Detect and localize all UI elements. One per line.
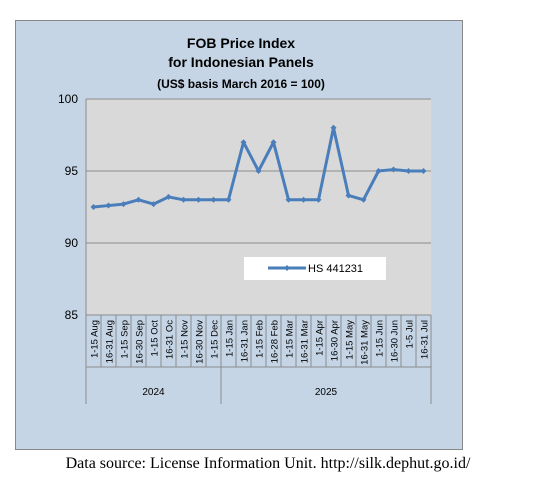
chart-title-line-1: FOB Price Index — [187, 35, 295, 51]
x-group-label: 2024 — [142, 387, 165, 398]
x-tick-label: 1-5 Jul — [405, 320, 416, 349]
data-point — [420, 168, 427, 174]
legend-marker — [284, 265, 290, 271]
data-point — [285, 196, 292, 203]
series-layer — [90, 124, 427, 210]
plot-area — [86, 99, 431, 315]
data-point — [345, 192, 352, 199]
x-tick-label: 16-31 May — [360, 320, 371, 365]
x-group-label: 2025 — [315, 387, 338, 398]
data-point — [105, 202, 112, 209]
x-tick-label: 16-30 Nov — [195, 320, 206, 364]
data-point — [300, 196, 307, 203]
y-tick-label: 90 — [65, 236, 79, 250]
data-point — [90, 204, 97, 210]
x-tick-label: 1-15 Jun — [375, 320, 386, 357]
x-tick-label: 16-31 Mar — [300, 320, 311, 363]
data-point — [240, 139, 247, 146]
x-tick-label: 16-31 Jan — [240, 320, 251, 362]
data-point — [255, 168, 262, 174]
x-tick-label: 16-31 Aug — [105, 320, 116, 363]
y-tick-label: 100 — [58, 92, 78, 106]
legend: HS 441231 — [244, 257, 386, 280]
x-tick-label: 1-15 Mar — [285, 320, 296, 358]
x-axis-ticks: 1-15 Aug 16-31 Aug 1-15 Sep 16-30 Sep 1-15 O… — [85, 314, 432, 404]
data-point — [135, 196, 142, 203]
data-point — [330, 124, 337, 131]
legend-entry-label: HS 441231 — [308, 263, 363, 275]
x-tick-label: 1-15 May — [345, 320, 356, 360]
x-tick-label: 16-30 Sep — [135, 320, 146, 364]
x-tick-label: 16-28 Feb — [270, 320, 281, 363]
x-tick-label: 16-31 Oc — [165, 320, 176, 359]
data-point — [405, 168, 412, 174]
data-point — [210, 196, 217, 203]
data-point — [180, 196, 187, 203]
data-point — [270, 139, 277, 146]
data-point — [195, 196, 202, 203]
x-tick-label: 1-15 Sep — [120, 320, 131, 359]
x-tick-label: 1-15 Oct — [150, 320, 161, 357]
x-tick-label: 16-30 Apr — [330, 320, 341, 361]
data-point — [375, 168, 382, 174]
y-tick-label: 95 — [65, 164, 79, 178]
x-tick-label: 1-15 Dec — [210, 320, 221, 359]
data-source-note: Data source: License Information Unit. h… — [65, 455, 471, 472]
data-point — [150, 201, 157, 208]
x-tick-label: 1-15 Aug — [90, 320, 101, 358]
legend-box — [244, 257, 386, 280]
x-tick-label: 1-15 Nov — [180, 320, 191, 359]
data-point — [225, 196, 232, 203]
chart-frame: FOB Price Index for Indonesian Panels (U… — [15, 20, 463, 450]
x-tick-label: 1-15 Jan — [225, 320, 236, 357]
chart-title-line-2: for Indonesian Panels — [168, 54, 314, 70]
data-point — [360, 196, 367, 203]
data-point — [315, 196, 322, 203]
data-point — [165, 193, 172, 200]
data-point — [120, 201, 127, 208]
x-tick-label: 1-15 Apr — [315, 320, 326, 356]
x-tick-label: 16-31 Jul — [420, 320, 431, 359]
chart-title-line-3: (US$ basis March 2016 = 100) — [157, 77, 325, 91]
line-chart: FOB Price Index for Indonesian Panels (U… — [58, 35, 432, 404]
y-tick-label: 85 — [65, 308, 79, 322]
data-point — [390, 166, 397, 173]
x-tick-label: 1-15 Feb — [255, 320, 266, 358]
y-axis-ticks: 85 90 95 100 — [58, 92, 78, 322]
x-tick-label: 16-30 Jun — [390, 320, 401, 362]
